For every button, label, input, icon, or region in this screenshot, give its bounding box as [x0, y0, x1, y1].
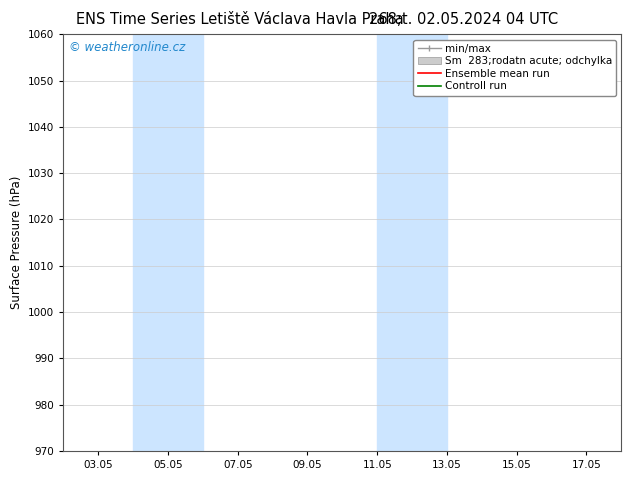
Text: © weatheronline.cz: © weatheronline.cz: [69, 41, 185, 53]
Bar: [133, 34, 203, 451]
Bar: [377, 34, 447, 451]
Text: ENS Time Series Letiště Václava Havla Praha: ENS Time Series Letiště Václava Havla Pr…: [76, 12, 404, 27]
Legend: min/max, Sm  283;rodatn acute; odchylka, Ensemble mean run, Controll run: min/max, Sm 283;rodatn acute; odchylka, …: [413, 40, 616, 96]
Text: 268;t. 02.05.2024 04 UTC: 268;t. 02.05.2024 04 UTC: [369, 12, 558, 27]
Y-axis label: Surface Pressure (hPa): Surface Pressure (hPa): [10, 176, 23, 309]
